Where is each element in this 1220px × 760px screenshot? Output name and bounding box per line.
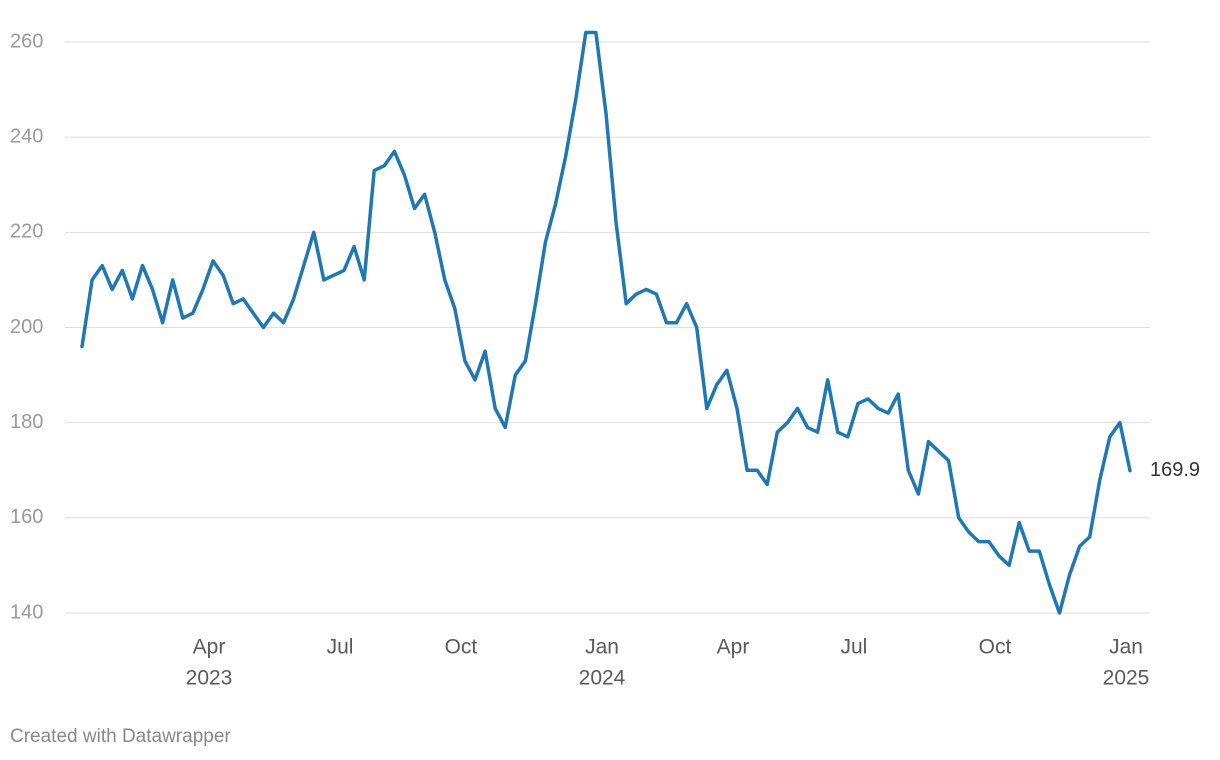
x-tick-label: Jul [327, 636, 354, 659]
x-tick-year: 2024 [579, 667, 626, 690]
x-tick-year: 2025 [1103, 667, 1150, 690]
x-tick-label: Jan [585, 636, 619, 659]
y-tick-label: 220 [10, 221, 43, 243]
footer: Created with Datawrapper [10, 726, 231, 747]
value-label: 169.9 [1150, 459, 1200, 481]
x-tick-label: Oct [979, 636, 1012, 659]
y-tick-label: 140 [10, 601, 43, 623]
y-tick-label: 160 [10, 506, 43, 528]
x-tick-year: 2023 [186, 667, 233, 690]
y-tick-label: 180 [10, 411, 43, 433]
x-tick-label: Jul [840, 636, 867, 659]
x-tick-label: Oct [445, 636, 478, 659]
y-tick-label: 200 [10, 316, 43, 338]
x-tick-label: Jan [1109, 636, 1143, 659]
x-tick-label: Apr [717, 636, 750, 659]
x-tick-label: Apr [193, 636, 226, 659]
y-tick-label: 240 [10, 125, 43, 147]
y-tick-label: 260 [10, 30, 43, 52]
line [80, 30, 1132, 615]
